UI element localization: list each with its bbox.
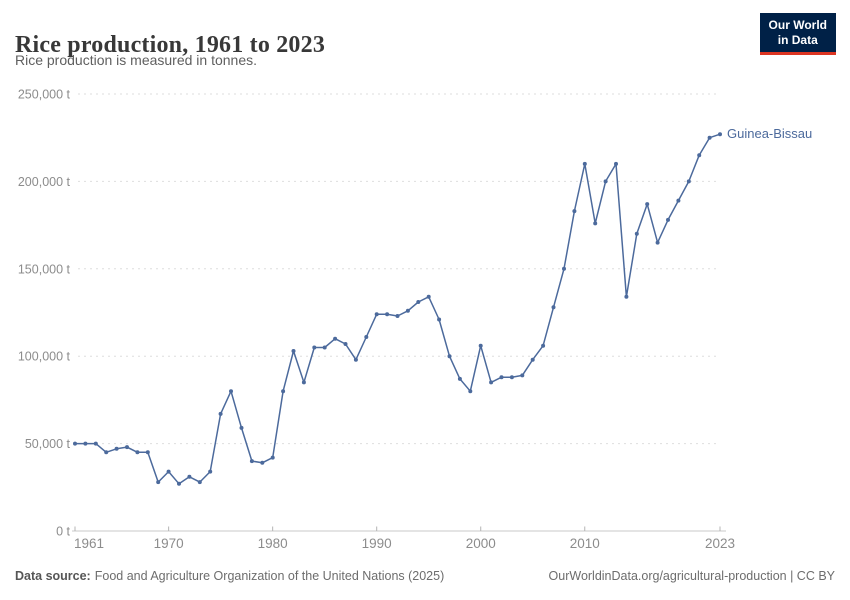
data-point[interactable] <box>624 294 629 299</box>
data-point[interactable] <box>666 217 670 222</box>
data-point[interactable] <box>156 480 161 485</box>
data-point[interactable] <box>83 441 88 446</box>
data-point[interactable] <box>312 345 317 350</box>
data-point[interactable] <box>645 202 650 207</box>
data-point[interactable] <box>333 336 338 341</box>
data-point[interactable] <box>447 354 452 359</box>
data-point[interactable] <box>614 161 618 166</box>
data-point[interactable] <box>468 389 473 394</box>
x-axis-tick-label: 1970 <box>154 536 184 551</box>
data-point[interactable] <box>541 343 546 348</box>
data-source-label: Data source: <box>15 569 91 583</box>
data-point[interactable] <box>270 455 275 460</box>
data-point[interactable] <box>697 153 702 158</box>
chart-footer: Data source: Food and Agriculture Organiz… <box>15 569 835 583</box>
data-point[interactable] <box>291 349 296 353</box>
x-axis-tick-label: 2000 <box>466 536 496 551</box>
data-point[interactable] <box>676 198 681 203</box>
data-point[interactable] <box>478 343 483 348</box>
data-point[interactable] <box>593 221 598 226</box>
data-point[interactable] <box>239 425 244 430</box>
data-point[interactable] <box>426 294 431 299</box>
data-point[interactable] <box>125 445 129 450</box>
owid-logo-line2: in Data <box>777 33 818 47</box>
credit-link[interactable]: OurWorldinData.org/agricultural-producti… <box>548 569 835 583</box>
data-point[interactable] <box>177 481 181 486</box>
data-point[interactable] <box>416 300 421 304</box>
data-point[interactable] <box>281 389 286 394</box>
data-point[interactable] <box>260 460 265 465</box>
data-point[interactable] <box>187 474 192 479</box>
data-point[interactable] <box>499 375 504 380</box>
owid-logo[interactable]: Our World in Data <box>759 13 836 55</box>
data-point[interactable] <box>73 441 77 446</box>
data-point[interactable] <box>364 335 369 339</box>
data-point[interactable] <box>562 266 566 271</box>
x-axis-tick-label: 2010 <box>570 536 600 551</box>
data-point[interactable] <box>322 345 327 350</box>
data-point[interactable] <box>582 161 587 166</box>
data-point[interactable] <box>457 376 462 381</box>
data-point[interactable] <box>145 450 150 455</box>
x-axis-tick-label: 1961 <box>74 536 104 551</box>
data-point[interactable] <box>655 240 660 245</box>
owid-logo-line1: Our World <box>768 18 827 32</box>
data-point[interactable] <box>197 480 202 485</box>
data-point[interactable] <box>437 317 442 322</box>
data-point[interactable] <box>301 380 306 385</box>
series-label-guinea-bissau: Guinea-Bissau <box>727 126 813 142</box>
data-point[interactable] <box>707 135 712 140</box>
data-point[interactable] <box>353 357 358 362</box>
data-point[interactable] <box>395 314 400 318</box>
x-axis-tick-label: 1980 <box>258 536 288 551</box>
chart-subtitle: Rice production is measured in tonnes. <box>15 52 258 68</box>
data-point[interactable] <box>489 380 494 385</box>
y-axis-tick-label: 100,000 t <box>18 350 71 364</box>
data-point[interactable] <box>114 446 119 451</box>
y-axis-tick-label: 50,000 t <box>25 437 71 451</box>
data-point[interactable] <box>520 373 525 378</box>
data-point[interactable] <box>166 469 171 474</box>
data-point[interactable] <box>572 209 577 214</box>
data-point[interactable] <box>509 375 514 380</box>
y-axis-tick-label: 250,000 t <box>18 88 71 102</box>
data-source-note: Data source: Food and Agriculture Organiz… <box>15 569 444 583</box>
y-axis-tick-label: 0 t <box>56 525 70 539</box>
data-point[interactable] <box>135 450 140 455</box>
data-line-guinea-bissau[interactable] <box>74 133 721 485</box>
data-point[interactable] <box>104 450 109 455</box>
data-point[interactable] <box>686 179 691 184</box>
y-axis-tick-label: 200,000 t <box>18 175 71 189</box>
data-point[interactable] <box>218 411 223 416</box>
data-point[interactable] <box>551 305 556 310</box>
y-axis-tick-label: 150,000 t <box>18 262 71 276</box>
data-source-value: Food and Agriculture Organization of the… <box>94 569 445 583</box>
data-point[interactable] <box>343 342 348 346</box>
data-point[interactable] <box>405 308 410 313</box>
x-axis-tick-label: 2023 <box>705 536 735 551</box>
data-point[interactable] <box>374 312 379 317</box>
data-point[interactable] <box>208 469 213 474</box>
data-point[interactable] <box>530 357 535 362</box>
data-point[interactable] <box>93 441 98 446</box>
chart-title: Rice production, 1961 to 2023 <box>15 32 326 59</box>
data-point[interactable] <box>229 389 233 394</box>
data-point[interactable] <box>249 459 254 464</box>
data-point[interactable] <box>385 312 390 317</box>
data-point[interactable] <box>718 132 722 137</box>
x-axis-tick-label: 1990 <box>362 536 392 551</box>
data-point[interactable] <box>603 179 608 184</box>
data-point[interactable] <box>634 231 639 236</box>
